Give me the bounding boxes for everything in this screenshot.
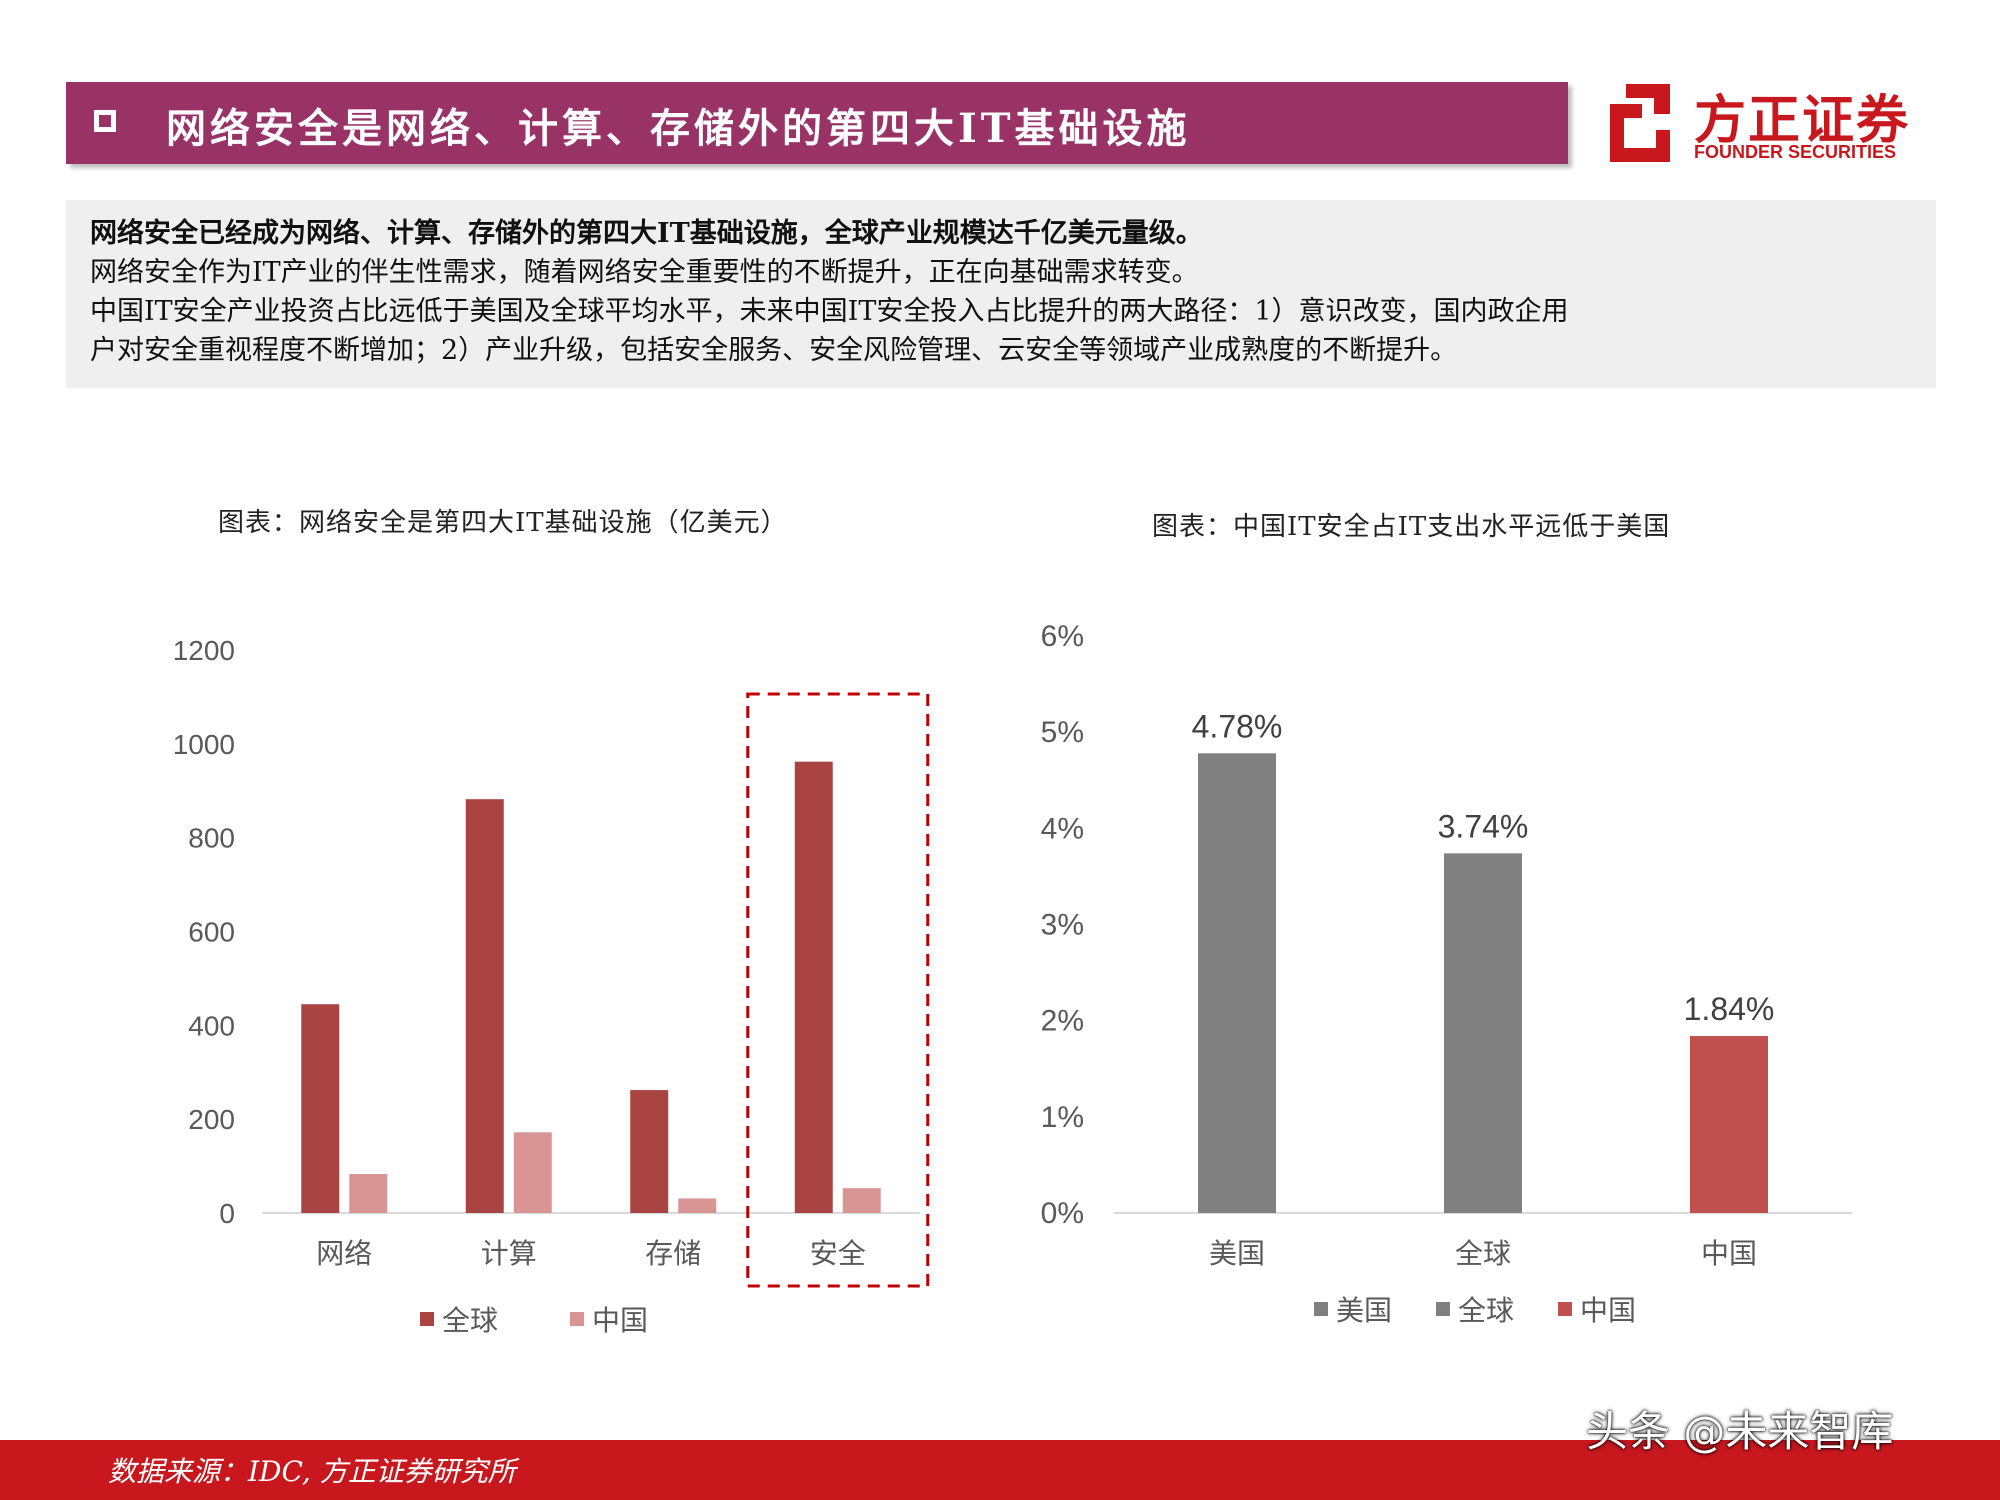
chart-2-y-tick-label: 1% xyxy=(1041,1101,1084,1134)
chart-1-legend-swatch xyxy=(420,1312,434,1326)
chart-2-bar xyxy=(1198,753,1276,1213)
chart-2-legend-swatch xyxy=(1436,1302,1450,1316)
founder-securities-logo: 方正证券 FOUNDER SECURITIES xyxy=(1598,78,1928,168)
chart-1-bar-global xyxy=(794,761,833,1213)
chart-1-bar-global xyxy=(301,1004,340,1213)
chart-2-y-tick-label: 3% xyxy=(1041,909,1084,942)
chart-1-bar-global xyxy=(465,799,504,1213)
chart-1-x-tick-label: 计算 xyxy=(481,1238,537,1269)
chart-1-title: 图表：网络安全是第四大IT基础设施（亿美元） xyxy=(218,508,788,538)
summary-line-2: 网络安全作为IT产业的伴生性需求，随着网络安全重要性的不断提升，正在向基础需求转… xyxy=(90,257,1199,288)
logo-name-en: FOUNDER SECURITIES xyxy=(1694,142,1897,162)
chart-2-legend-label: 美国 xyxy=(1336,1295,1392,1326)
chart-2-y-tick-label: 0% xyxy=(1041,1197,1084,1230)
chart-1-y-tick-label: 600 xyxy=(188,917,235,948)
chart-2-y-tick-label: 5% xyxy=(1041,716,1084,749)
chart-2-data-label: 4.78% xyxy=(1192,708,1283,744)
chart-2-y-tick-label: 6% xyxy=(1041,620,1084,653)
summary-line-4: 户对安全重视程度不断增加；2）产业升级，包括安全服务、安全风险管理、云安全等领域… xyxy=(90,335,1458,366)
chart-1-y-tick-label: 400 xyxy=(188,1010,235,1041)
chart-2-x-tick-label: 美国 xyxy=(1209,1238,1265,1269)
chart-1-x-tick-label: 安全 xyxy=(810,1238,866,1269)
chart-2-title: 图表：中国IT安全占IT支出水平远低于美国 xyxy=(1152,512,1671,542)
chart-2-x-tick-label: 中国 xyxy=(1701,1238,1757,1269)
chart-1-bar-china xyxy=(842,1188,881,1213)
chart-1-legend-label: 中国 xyxy=(592,1305,648,1336)
summary-headline: 网络安全已经成为网络、计算、存储外的第四大IT基础设施，全球产业规模达千亿美元量… xyxy=(90,218,1203,249)
chart-2-bar xyxy=(1444,853,1522,1213)
chart-1-y-tick-label: 1200 xyxy=(173,635,235,666)
chart-1-legend-label: 全球 xyxy=(442,1305,498,1336)
chart-2-legend-swatch xyxy=(1314,1302,1328,1316)
chart-2-data-label: 3.74% xyxy=(1438,808,1529,844)
chart-1-y-tick-label: 200 xyxy=(188,1104,235,1135)
section-title-bar: 网络安全是网络、计算、存储外的第四大IT基础设施 xyxy=(66,82,1568,164)
chart-1-x-tick-label: 网络 xyxy=(316,1238,372,1269)
summary-line-3: 中国IT安全产业投资占比远低于美国及全球平均水平，未来中国IT安全投入占比提升的… xyxy=(90,296,1569,327)
chart-2-legend-swatch xyxy=(1558,1302,1572,1316)
chart-1-bar-china xyxy=(513,1132,552,1213)
title-square-icon xyxy=(94,110,116,132)
chart-1-x-tick-label: 存储 xyxy=(645,1238,701,1269)
chart-1-y-tick-label: 1000 xyxy=(173,729,235,760)
footer-bar: 数据来源：IDC, 方正证券研究所 xyxy=(0,1440,2000,1500)
chart-1-bar-china xyxy=(678,1198,717,1213)
chart-1-bar-china xyxy=(349,1174,388,1213)
chart-2-legend-label: 中国 xyxy=(1580,1295,1636,1326)
chart-1-y-tick-label: 800 xyxy=(188,823,235,854)
chart-2-y-tick-label: 4% xyxy=(1041,812,1084,845)
logo-name-cn: 方正证券 xyxy=(1694,91,1911,151)
founder-logo-icon xyxy=(1610,84,1670,162)
summary-box: 网络安全已经成为网络、计算、存储外的第四大IT基础设施，全球产业规模达千亿美元量… xyxy=(66,200,1936,388)
chart-2-y-tick-label: 2% xyxy=(1041,1005,1084,1038)
footer-source: 数据来源：IDC, 方正证券研究所 xyxy=(108,1455,516,1488)
chart-1-y-tick-label: 0 xyxy=(219,1198,235,1229)
chart-2-x-tick-label: 全球 xyxy=(1455,1238,1511,1269)
chart-1-highlight-box xyxy=(746,692,930,1288)
chart-2-legend-label: 全球 xyxy=(1458,1295,1514,1326)
chart-2-it-security-share: 0%1%2%3%4%5%6%4.78%美国3.74%全球1.84%中国美国 全球中… xyxy=(1041,620,1852,1326)
chart-1-legend-swatch xyxy=(570,1312,584,1326)
chart-2-data-label: 1.84% xyxy=(1684,991,1775,1027)
section-title: 网络安全是网络、计算、存储外的第四大IT基础设施 xyxy=(166,105,1191,152)
chart-1-bar-global xyxy=(630,1090,669,1213)
chart-2-bar xyxy=(1690,1036,1768,1213)
watermark: 头条 @未来智库 xyxy=(1586,1407,1894,1456)
